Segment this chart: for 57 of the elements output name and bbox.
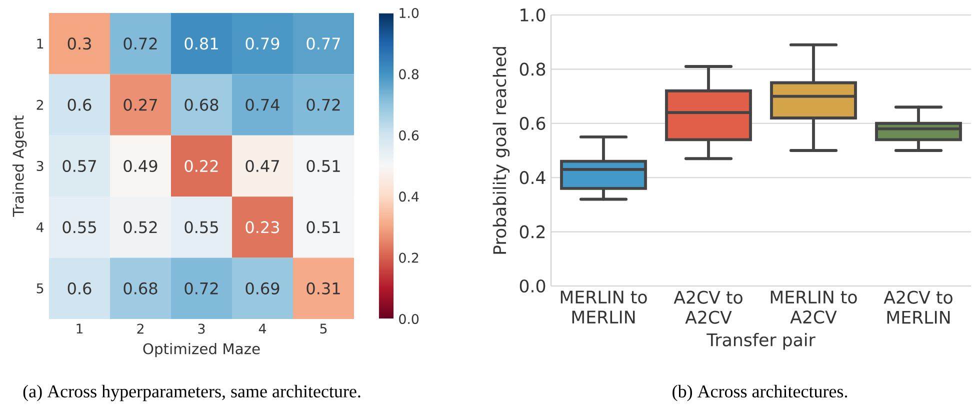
- color-bar-label: 0.8: [399, 69, 419, 80]
- data-label: 0.55: [62, 221, 96, 234]
- data-label: 0.52: [124, 221, 157, 234]
- data-label: 0.6: [68, 282, 92, 294]
- data-label: 0.6: [68, 98, 92, 111]
- y-tick-label: 0.0: [520, 279, 546, 293]
- y-tick-label: 0.6: [520, 116, 546, 130]
- x-tick-label: 5: [320, 324, 327, 334]
- y-tick-label: 1.0: [520, 8, 546, 22]
- data-label: 0.79: [246, 38, 280, 50]
- color-bar-label: 1.0: [400, 8, 419, 18]
- x-tick-label: 2: [137, 324, 144, 334]
- y-tick-label: 0.2: [520, 225, 545, 238]
- y-tick-label: 2: [36, 100, 43, 110]
- x-tick-label: A2CV to A2CV: [674, 290, 742, 324]
- x-axis-title: Transfer pair: [706, 332, 816, 350]
- data-label: 0.69: [246, 282, 280, 294]
- data-label: 0.72: [306, 98, 340, 111]
- text: (b) Across architectures.: [672, 384, 848, 402]
- color-bar-label: 0.2: [399, 252, 418, 263]
- y-tick-label: 0.8: [520, 62, 546, 76]
- color-bar-label: 0.0: [399, 314, 419, 324]
- color-bar-label: 0.6: [399, 130, 419, 140]
- data-label: 0.77: [306, 38, 340, 50]
- x-tick-label: A2CV to MERLIN: [884, 290, 952, 324]
- data-label: 0.3: [68, 38, 91, 50]
- data-label: 0.72: [184, 282, 218, 294]
- y-tick-label: 0.4: [520, 171, 546, 184]
- data-label: 0.81: [184, 38, 218, 50]
- data-label: 0.72: [124, 38, 157, 50]
- data-label: 0.74: [246, 98, 280, 111]
- x-tick-label: MERLIN to A2CV: [770, 290, 857, 324]
- data-label: 0.47: [246, 160, 279, 172]
- x-tick-label: 3: [198, 324, 205, 334]
- data-label: 0.31: [306, 282, 340, 294]
- y-tick-label: 3: [36, 160, 44, 172]
- data-label: 0.22: [184, 160, 218, 172]
- x-tick-label: MERLIN to MERLIN: [560, 290, 647, 324]
- data-label: 0.23: [246, 221, 280, 234]
- color-bar-label: 0.4: [399, 192, 419, 202]
- x-tick-label: 1: [76, 324, 83, 334]
- data-label: 0.57: [62, 160, 96, 172]
- data-label: 0.51: [306, 221, 340, 234]
- y-axis-title: Trained Agent: [12, 116, 27, 217]
- data-label: 0.49: [124, 160, 158, 172]
- x-tick-label: 4: [258, 324, 266, 334]
- y-tick-label: 4: [36, 222, 44, 232]
- x-axis-title: Optimized Maze: [143, 342, 260, 358]
- data-label: 0.27: [124, 98, 157, 111]
- y-tick-label: 5: [36, 283, 44, 294]
- data-label: 0.51: [306, 160, 340, 172]
- data-label: 0.68: [124, 282, 158, 294]
- y-axis-title: Probability goal reached: [492, 47, 510, 254]
- data-label: 0.55: [184, 221, 218, 234]
- y-tick-label: 1: [37, 38, 44, 48]
- data-label: 0.68: [184, 98, 218, 111]
- text: (a) Across hyperparameters, same architecture.: [23, 384, 360, 402]
